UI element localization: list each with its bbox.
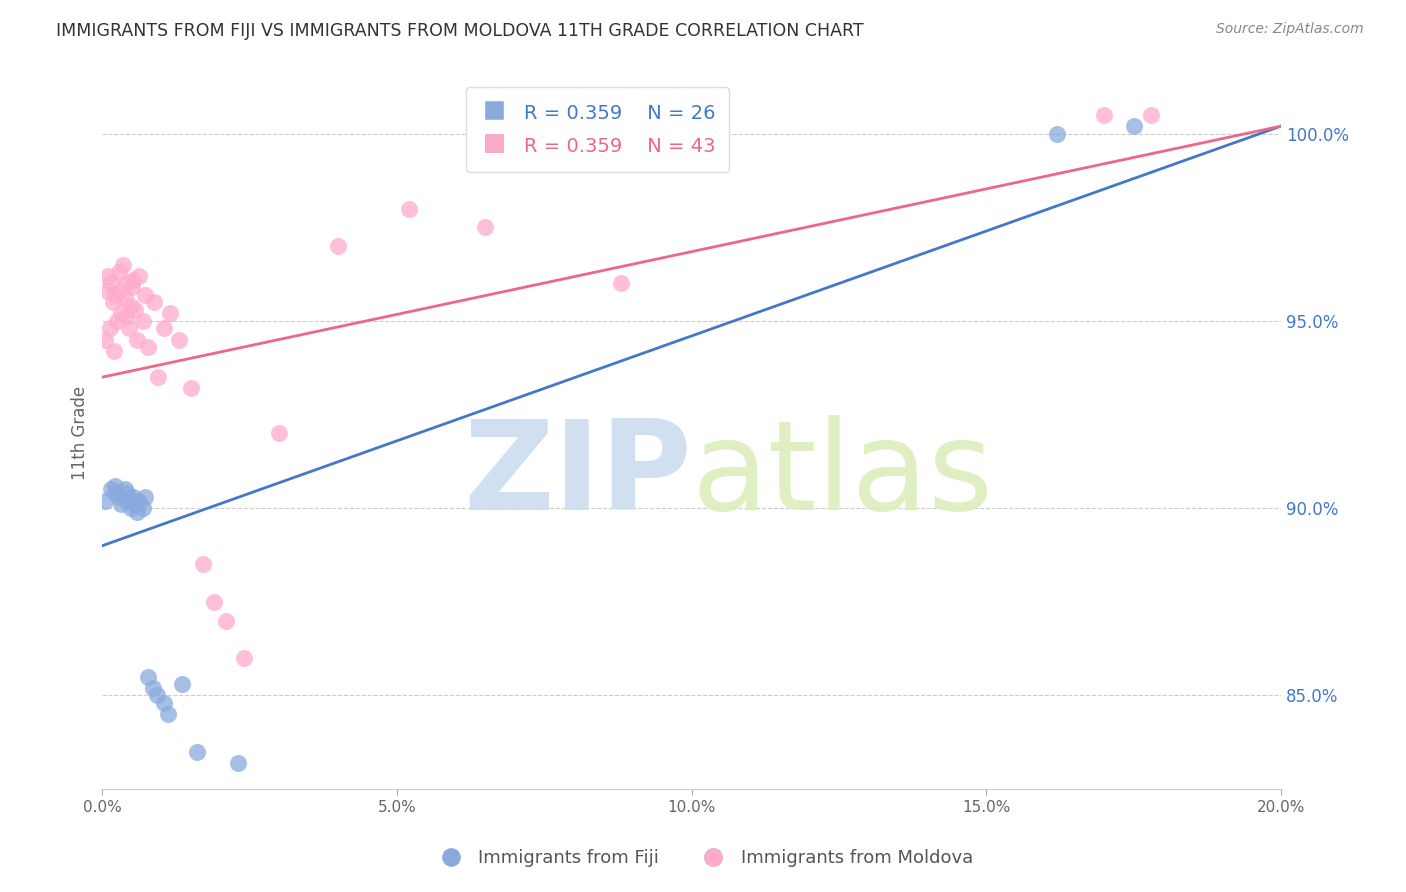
Point [138, 670, 160, 684]
Point [100, 483, 122, 497]
Point [115, 277, 138, 291]
Point [180, 381, 202, 395]
Point [108, 265, 131, 279]
Point [112, 258, 135, 272]
Point [143, 295, 166, 310]
Point [97, 268, 120, 283]
Point [103, 343, 125, 358]
Point [125, 333, 148, 347]
Point [153, 321, 176, 335]
Text: atlas: atlas [692, 416, 994, 536]
Point [96, 284, 118, 298]
Point [120, 501, 142, 516]
Point [134, 490, 156, 504]
Point [131, 314, 153, 328]
Point [121, 280, 143, 294]
Point [138, 340, 160, 354]
Point [148, 370, 170, 384]
Point [610, 277, 633, 291]
Point [122, 273, 145, 287]
Point [474, 220, 496, 235]
Point [1140, 108, 1163, 122]
Text: Source: ZipAtlas.com: Source: ZipAtlas.com [1216, 22, 1364, 37]
Point [226, 756, 249, 770]
Point [326, 239, 349, 253]
Point [115, 486, 138, 500]
Point [1092, 108, 1115, 122]
Point [98, 321, 121, 335]
Text: ZIP: ZIP [463, 416, 692, 536]
Point [124, 498, 146, 512]
Point [110, 498, 132, 512]
Point [269, 426, 291, 441]
Point [105, 314, 128, 328]
Point [167, 333, 190, 347]
Point [122, 490, 145, 504]
Point [124, 302, 146, 317]
Point [134, 287, 156, 301]
Y-axis label: 11th Grade: 11th Grade [72, 386, 89, 481]
Point [120, 299, 142, 313]
Point [104, 479, 127, 493]
Point [153, 696, 176, 710]
Point [115, 310, 138, 325]
Point [104, 287, 127, 301]
Point [104, 486, 127, 500]
Point [398, 202, 420, 216]
Point [114, 483, 136, 497]
Point [101, 295, 124, 310]
Point [1122, 119, 1144, 133]
Point [108, 284, 131, 298]
Point [110, 306, 132, 320]
Point [186, 745, 208, 759]
Point [141, 681, 163, 695]
Point [232, 651, 254, 665]
Point [202, 595, 225, 609]
Point [170, 677, 193, 691]
Point [100, 277, 122, 291]
Text: IMMIGRANTS FROM FIJI VS IMMIGRANTS FROM MOLDOVA 11TH GRADE CORRELATION CHART: IMMIGRANTS FROM FIJI VS IMMIGRANTS FROM … [56, 22, 863, 40]
Point [128, 493, 150, 508]
Legend: Immigrants from Fiji, Immigrants from Moldova: Immigrants from Fiji, Immigrants from Mo… [426, 842, 980, 874]
Point [131, 501, 153, 516]
Point [159, 306, 181, 320]
Point [128, 268, 150, 283]
Point [115, 493, 138, 508]
Point [118, 321, 141, 335]
Point [215, 614, 238, 628]
Point [94, 493, 117, 508]
Point [191, 558, 214, 572]
Point [1046, 127, 1069, 141]
Point [145, 689, 167, 703]
Point [114, 292, 136, 306]
Legend: R = 0.359    N = 26, R = 0.359    N = 43: R = 0.359 N = 26, R = 0.359 N = 43 [465, 87, 730, 171]
Point [94, 333, 117, 347]
Point [108, 490, 131, 504]
Point [125, 505, 148, 519]
Point [157, 707, 180, 722]
